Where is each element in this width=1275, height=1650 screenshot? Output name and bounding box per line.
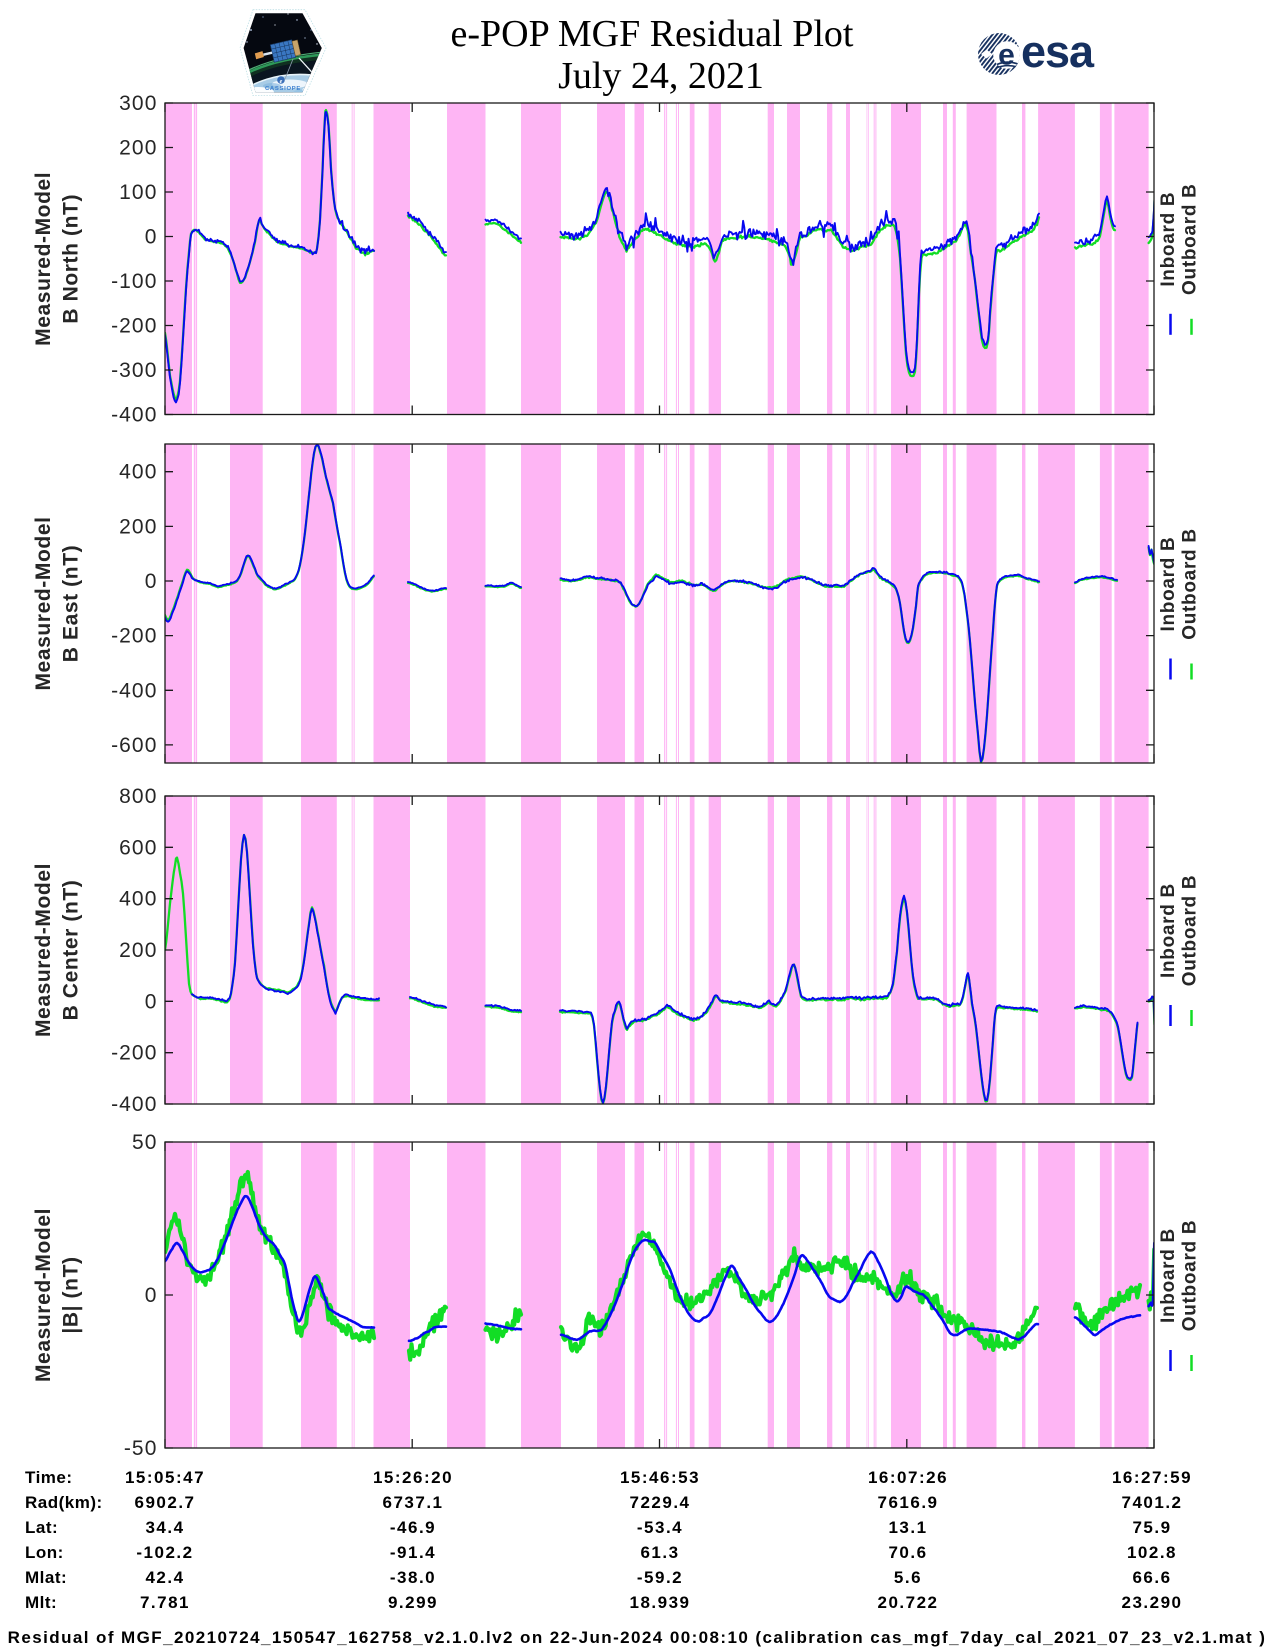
svg-text:Inboard B: Inboard B (1158, 192, 1179, 287)
svg-text:9.299: 9.299 (388, 1593, 438, 1612)
svg-text:B East (nT): B East (nT) (60, 545, 83, 662)
svg-text:0: 0 (145, 1284, 158, 1307)
svg-text:esa: esa (1021, 26, 1095, 77)
svg-text:|B| (nT): |B| (nT) (60, 1256, 83, 1333)
svg-text:16:07:26: 16:07:26 (868, 1468, 948, 1487)
svg-text:Outboard B: Outboard B (1180, 875, 1201, 987)
svg-text:20.722: 20.722 (878, 1593, 939, 1612)
svg-text:-102.2: -102.2 (136, 1543, 193, 1562)
svg-text:-600: -600 (111, 734, 157, 757)
svg-text:-91.4: -91.4 (390, 1543, 436, 1562)
svg-text:61.3: 61.3 (640, 1543, 679, 1562)
svg-text:e: e (280, 79, 283, 85)
svg-text:7401.2: 7401.2 (1122, 1493, 1183, 1512)
svg-text:200: 200 (119, 137, 157, 160)
svg-text:B North (nT): B North (nT) (60, 194, 83, 324)
svg-text:200: 200 (119, 939, 157, 962)
svg-text:-100: -100 (111, 270, 157, 293)
svg-text:102.8: 102.8 (1127, 1543, 1177, 1562)
svg-text:-400: -400 (111, 679, 157, 702)
svg-text:-53.4: -53.4 (637, 1518, 683, 1537)
svg-text:400: 400 (119, 461, 157, 484)
svg-text:75.9: 75.9 (1132, 1518, 1171, 1537)
svg-text:Outboard B: Outboard B (1180, 183, 1201, 295)
svg-text:13.1: 13.1 (888, 1518, 927, 1537)
svg-text:Rad(km):: Rad(km): (25, 1493, 103, 1512)
svg-text:0: 0 (145, 990, 158, 1013)
svg-text:7616.9: 7616.9 (878, 1493, 939, 1512)
svg-text:42.4: 42.4 (145, 1568, 184, 1587)
svg-text:23.290: 23.290 (1122, 1593, 1183, 1612)
svg-text:Lat:: Lat: (25, 1518, 58, 1537)
svg-text:Mlt:: Mlt: (25, 1593, 57, 1612)
svg-text:400: 400 (119, 888, 157, 911)
svg-text:16:27:59: 16:27:59 (1112, 1468, 1192, 1487)
svg-text:CASSIOPE: CASSIOPE (265, 86, 301, 92)
svg-text:-400: -400 (111, 404, 157, 427)
svg-text:-46.9: -46.9 (390, 1518, 436, 1537)
svg-text:Inboard B: Inboard B (1158, 883, 1179, 978)
svg-text:Outboard B: Outboard B (1180, 528, 1201, 640)
svg-text:Inboard B: Inboard B (1158, 537, 1179, 632)
svg-text:0: 0 (145, 226, 158, 249)
svg-text:300: 300 (119, 92, 157, 115)
svg-text:34.4: 34.4 (145, 1518, 184, 1537)
svg-text:50: 50 (132, 1131, 158, 1154)
svg-text:-200: -200 (111, 315, 157, 338)
svg-text:e-POP MGF Residual Plot: e-POP MGF Residual Plot (451, 13, 854, 55)
svg-text:Measured-Model: Measured-Model (32, 1208, 55, 1382)
svg-text:100: 100 (119, 181, 157, 204)
svg-text:-400: -400 (111, 1093, 157, 1116)
svg-text:15:46:53: 15:46:53 (620, 1468, 700, 1487)
svg-text:70.6: 70.6 (888, 1543, 927, 1562)
svg-text:Residual of MGF_20210724_15054: Residual of MGF_20210724_150547_162758_v… (8, 1628, 1267, 1647)
svg-text:Measured-Model: Measured-Model (32, 172, 55, 346)
svg-text:6737.1: 6737.1 (383, 1493, 444, 1512)
svg-text:Time:: Time: (25, 1468, 73, 1487)
svg-text:-38.0: -38.0 (390, 1568, 436, 1587)
svg-text:Measured-Model: Measured-Model (32, 516, 55, 690)
svg-text:-59.2: -59.2 (637, 1568, 683, 1587)
svg-text:-300: -300 (111, 359, 157, 382)
svg-text:6902.7: 6902.7 (135, 1493, 196, 1512)
svg-text:-200: -200 (111, 625, 157, 648)
svg-text:B Center (nT): B Center (nT) (60, 880, 83, 1021)
svg-text:July 24, 2021: July 24, 2021 (558, 55, 764, 97)
svg-text:-50: -50 (124, 1437, 158, 1460)
svg-text:15:05:47: 15:05:47 (125, 1468, 205, 1487)
svg-text:5.6: 5.6 (894, 1568, 922, 1587)
svg-text:Inboard B: Inboard B (1158, 1228, 1179, 1323)
svg-text:Mlat:: Mlat: (25, 1568, 67, 1587)
svg-text:200: 200 (119, 515, 157, 538)
svg-text:7.781: 7.781 (140, 1593, 190, 1612)
svg-text:7229.4: 7229.4 (630, 1493, 691, 1512)
svg-text:Measured-Model: Measured-Model (32, 863, 55, 1037)
svg-text:0: 0 (145, 570, 158, 593)
svg-text:Lon:: Lon: (25, 1543, 64, 1562)
svg-text:Outboard B: Outboard B (1180, 1220, 1201, 1332)
svg-text:800: 800 (119, 785, 157, 808)
svg-text:-200: -200 (111, 1042, 157, 1065)
svg-text:18.939: 18.939 (630, 1593, 691, 1612)
svg-text:15:26:20: 15:26:20 (373, 1468, 453, 1487)
svg-text:600: 600 (119, 836, 157, 859)
svg-text:66.6: 66.6 (1132, 1568, 1171, 1587)
